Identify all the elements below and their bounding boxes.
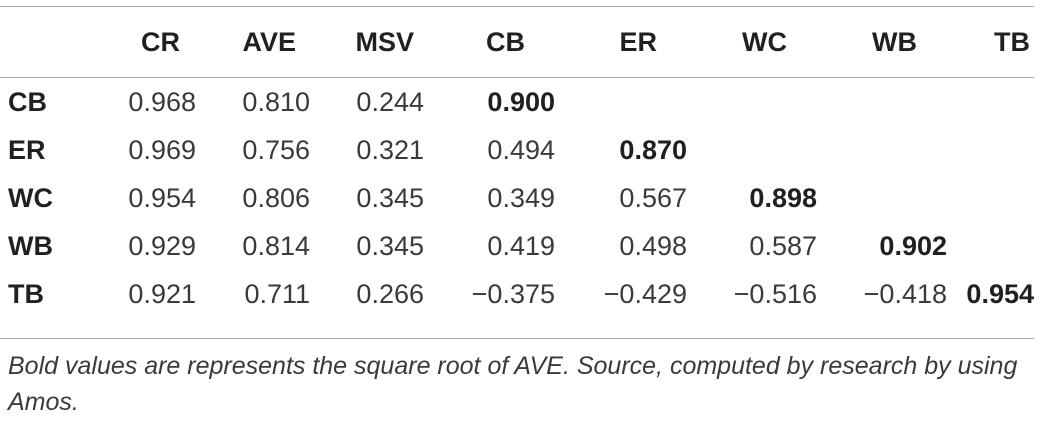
cell-value bbox=[687, 126, 817, 174]
table-row: ER 0.969 0.756 0.321 0.494 0.870 bbox=[0, 126, 1034, 174]
cell-diagonal-value: 0.954 bbox=[966, 278, 1034, 309]
row-label-wb: WB bbox=[8, 230, 53, 261]
cell-value: 0.321 bbox=[356, 134, 424, 165]
table-row: WB 0.929 0.814 0.345 0.419 0.498 0.587 0… bbox=[0, 222, 1034, 270]
cell-value: 0.814 bbox=[242, 230, 310, 261]
header-msv: MSV bbox=[355, 26, 414, 57]
header-cb: CB bbox=[486, 26, 525, 57]
header-er: ER bbox=[619, 26, 657, 57]
cell-value: 0.756 bbox=[242, 134, 310, 165]
cell-value bbox=[947, 72, 1034, 126]
cell-value: 0.806 bbox=[242, 182, 310, 213]
cell-value: −0.429 bbox=[603, 278, 687, 309]
cell-value: 0.244 bbox=[356, 86, 424, 117]
table-footnote: Bold values are represents the square ro… bbox=[8, 352, 1018, 416]
table-row: WC 0.954 0.806 0.345 0.349 0.567 0.898 bbox=[0, 174, 1034, 222]
cell-value bbox=[555, 72, 687, 126]
row-label-tb: TB bbox=[8, 278, 44, 309]
cell-value bbox=[947, 222, 1034, 270]
header-wc: WC bbox=[742, 26, 787, 57]
cell-value: 0.969 bbox=[128, 134, 196, 165]
cell-value: 0.968 bbox=[128, 86, 196, 117]
table-bottom-rule bbox=[0, 338, 1034, 339]
cell-value: 0.929 bbox=[128, 230, 196, 261]
cell-value: 0.419 bbox=[487, 230, 555, 261]
table-row: CB 0.968 0.810 0.244 0.900 bbox=[0, 72, 1034, 126]
cell-value: 0.711 bbox=[244, 278, 310, 309]
header-cr: CR bbox=[141, 26, 180, 57]
cell-value: 0.921 bbox=[128, 278, 196, 309]
cell-value: −0.516 bbox=[733, 278, 817, 309]
cell-value: 0.498 bbox=[619, 230, 687, 261]
cell-diagonal-value: 0.898 bbox=[749, 182, 817, 213]
cell-value bbox=[817, 174, 947, 222]
cell-value: 0.266 bbox=[356, 278, 424, 309]
cell-value: 0.954 bbox=[128, 182, 196, 213]
cell-value bbox=[947, 174, 1034, 222]
cell-value bbox=[947, 126, 1034, 174]
table-top-rule bbox=[0, 6, 1034, 7]
cell-value: 0.349 bbox=[487, 182, 555, 213]
cell-value bbox=[687, 72, 817, 126]
cell-value: 0.810 bbox=[242, 86, 310, 117]
cell-value bbox=[817, 72, 947, 126]
cell-diagonal-value: 0.900 bbox=[487, 86, 555, 117]
table-header-row: CR AVE MSV CB ER WC WB TB bbox=[0, 14, 1034, 72]
cell-value: −0.418 bbox=[863, 278, 947, 309]
table-row: TB 0.921 0.711 0.266 −0.375 −0.429 −0.51… bbox=[0, 270, 1034, 318]
header-ave: AVE bbox=[242, 26, 296, 57]
cell-value: 0.494 bbox=[487, 134, 555, 165]
cell-value: 0.567 bbox=[619, 182, 687, 213]
row-label-wc: WC bbox=[8, 182, 53, 213]
cell-value: 0.587 bbox=[749, 230, 817, 261]
header-wb: WB bbox=[872, 26, 917, 57]
header-tb: TB bbox=[994, 26, 1030, 57]
cell-value: 0.345 bbox=[356, 182, 424, 213]
header-corner bbox=[0, 14, 90, 72]
row-label-er: ER bbox=[8, 134, 46, 165]
cell-value bbox=[817, 126, 947, 174]
table-header-rule bbox=[0, 77, 1034, 78]
row-label-cb: CB bbox=[8, 86, 47, 117]
cell-diagonal-value: 0.870 bbox=[619, 134, 687, 165]
validity-table: CR AVE MSV CB ER WC WB TB CB 0.968 0.810… bbox=[0, 14, 1034, 318]
cell-diagonal-value: 0.902 bbox=[879, 230, 947, 261]
cell-value: 0.345 bbox=[356, 230, 424, 261]
cell-value: −0.375 bbox=[471, 278, 555, 309]
